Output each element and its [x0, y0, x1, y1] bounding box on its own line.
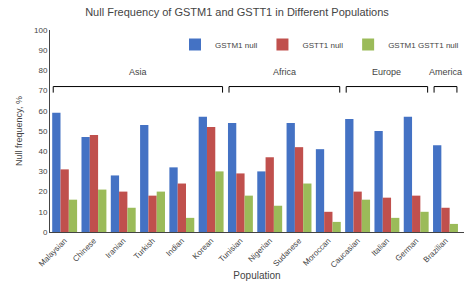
svg-text:Indian: Indian — [164, 236, 186, 258]
svg-text:40: 40 — [38, 147, 47, 156]
svg-text:10: 10 — [38, 208, 47, 217]
svg-text:100: 100 — [34, 26, 48, 35]
svg-text:Nigerian: Nigerian — [247, 236, 274, 263]
svg-text:America: America — [429, 67, 462, 77]
svg-text:0: 0 — [43, 228, 48, 237]
svg-text:Korean: Korean — [191, 236, 216, 261]
svg-text:GSTM1 null: GSTM1 null — [215, 41, 257, 50]
svg-text:30: 30 — [38, 167, 47, 176]
svg-text:70: 70 — [38, 86, 47, 95]
svg-text:60: 60 — [38, 107, 47, 116]
svg-text:Chinese: Chinese — [71, 236, 99, 264]
svg-text:Turkish: Turkish — [132, 236, 157, 261]
svg-text:Iranian: Iranian — [104, 236, 128, 260]
svg-text:Europe: Europe — [372, 67, 401, 77]
svg-text:GSTM1 GSTT1 null: GSTM1 GSTT1 null — [388, 41, 458, 50]
svg-text:Africa: Africa — [273, 67, 296, 77]
svg-text:Tunisian: Tunisian — [217, 236, 245, 264]
svg-text:80: 80 — [38, 66, 47, 75]
svg-text:Italian: Italian — [370, 236, 391, 257]
svg-text:90: 90 — [38, 46, 47, 55]
svg-text:50: 50 — [38, 127, 47, 136]
svg-text:Null Frequency of GSTM1 and GS: Null Frequency of GSTM1 and GSTT1 in Dif… — [85, 6, 389, 18]
svg-text:Asia: Asia — [129, 67, 147, 77]
svg-text:Population: Population — [233, 270, 280, 281]
svg-text:20: 20 — [38, 187, 47, 196]
svg-text:Caucasian: Caucasian — [329, 236, 362, 269]
svg-text:Moroccan: Moroccan — [301, 236, 332, 267]
svg-text:German: German — [394, 236, 421, 263]
svg-text:Sudanese: Sudanese — [271, 236, 303, 268]
svg-text:Null frequency, %: Null frequency, % — [14, 96, 24, 166]
svg-text:GSTT1 null: GSTT1 null — [302, 41, 343, 50]
svg-text:Brazilian: Brazilian — [422, 236, 450, 264]
svg-text:Malaysian: Malaysian — [37, 236, 69, 268]
